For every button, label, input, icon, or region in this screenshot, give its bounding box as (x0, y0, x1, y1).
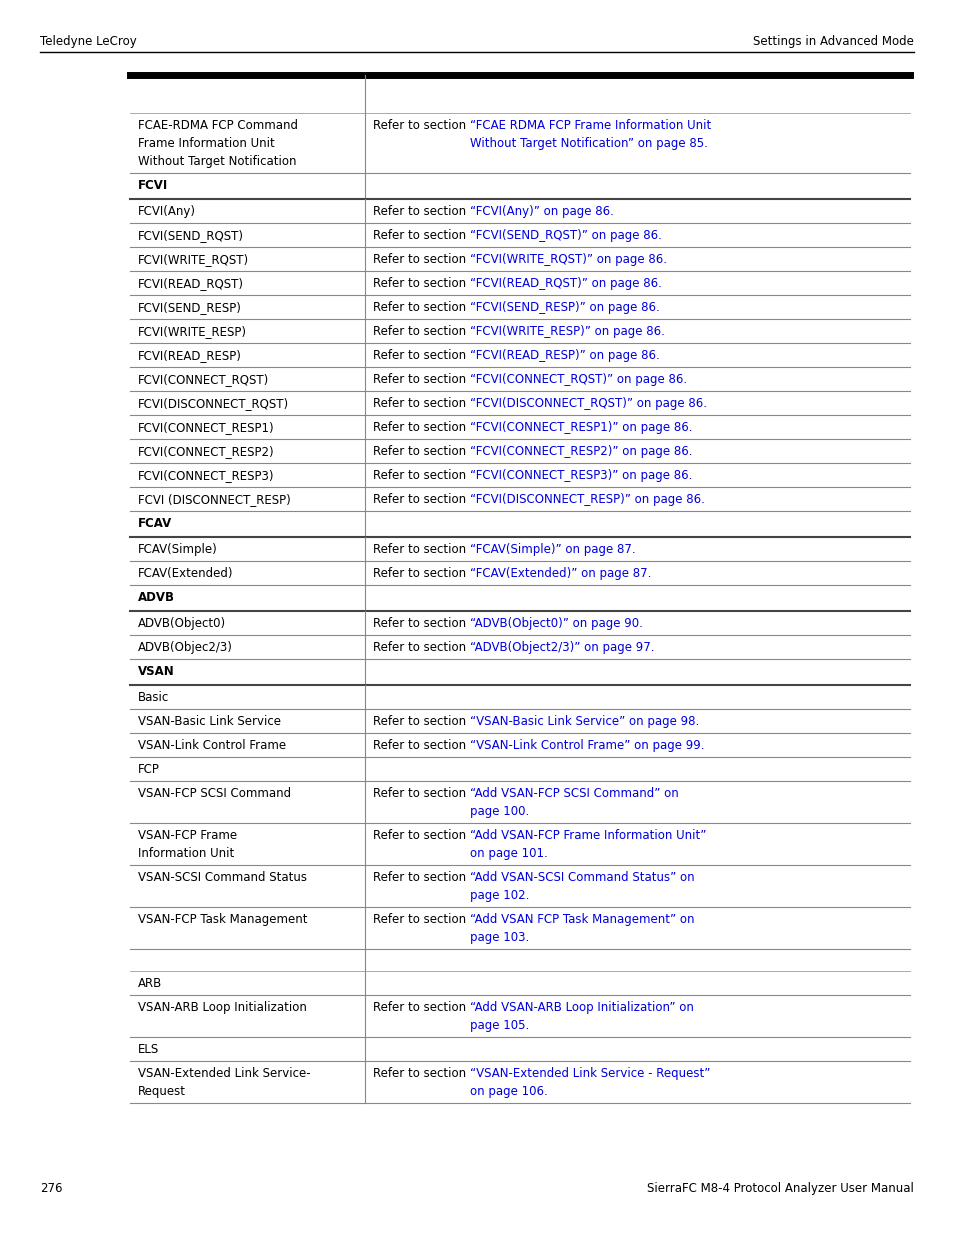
Text: Teledyne LeCroy: Teledyne LeCroy (40, 35, 136, 48)
Text: Settings in Advanced Mode: Settings in Advanced Mode (752, 35, 913, 48)
Text: Refer to section: Refer to section (373, 325, 470, 338)
Text: 276: 276 (40, 1182, 63, 1195)
Text: FCVI(Any): FCVI(Any) (138, 205, 195, 219)
Text: FCAV(Simple): FCAV(Simple) (138, 543, 217, 556)
Text: “FCVI(DISCONNECT_RESP)” on page 86.: “FCVI(DISCONNECT_RESP)” on page 86. (470, 493, 704, 506)
Text: FCVI(READ_RQST): FCVI(READ_RQST) (138, 277, 244, 290)
Text: Refer to section: Refer to section (373, 421, 470, 433)
Text: “FCVI(WRITE_RESP)” on page 86.: “FCVI(WRITE_RESP)” on page 86. (470, 325, 664, 338)
Text: FCVI(SEND_RQST): FCVI(SEND_RQST) (138, 228, 244, 242)
Text: VSAN-Basic Link Service: VSAN-Basic Link Service (138, 715, 281, 727)
Text: “FCVI(DISCONNECT_RQST)” on page 86.: “FCVI(DISCONNECT_RQST)” on page 86. (470, 396, 706, 410)
Text: Refer to section: Refer to section (373, 829, 470, 842)
Text: Refer to section: Refer to section (373, 253, 470, 266)
Text: “ADVB(Object0)” on page 90.: “ADVB(Object0)” on page 90. (470, 618, 642, 630)
Text: Refer to section: Refer to section (373, 445, 470, 458)
Text: FCVI (DISCONNECT_RESP): FCVI (DISCONNECT_RESP) (138, 493, 291, 506)
Text: Refer to section: Refer to section (373, 277, 470, 290)
Text: “FCAV(Extended)” on page 87.: “FCAV(Extended)” on page 87. (470, 567, 651, 580)
Text: FCVI(SEND_RESP): FCVI(SEND_RESP) (138, 301, 242, 314)
Text: Refer to section: Refer to section (373, 469, 470, 482)
Text: FCVI(DISCONNECT_RQST): FCVI(DISCONNECT_RQST) (138, 396, 289, 410)
Text: ARB: ARB (138, 977, 162, 990)
Text: FCVI(CONNECT_RESP2): FCVI(CONNECT_RESP2) (138, 445, 274, 458)
Text: Refer to section: Refer to section (373, 567, 470, 580)
Text: Refer to section: Refer to section (373, 1067, 470, 1079)
Text: “VSAN-Extended Link Service - Request”
on page 106.: “VSAN-Extended Link Service - Request” o… (470, 1067, 709, 1098)
Text: “Add VSAN-SCSI Command Status” on
page 102.: “Add VSAN-SCSI Command Status” on page 1… (470, 871, 694, 902)
Text: ADVB(Object0): ADVB(Object0) (138, 618, 226, 630)
Text: Refer to section: Refer to section (373, 871, 470, 884)
Text: “VSAN-Basic Link Service” on page 98.: “VSAN-Basic Link Service” on page 98. (470, 715, 699, 727)
Text: “ADVB(Object2/3)” on page 97.: “ADVB(Object2/3)” on page 97. (470, 641, 654, 655)
Text: “FCVI(CONNECT_RESP3)” on page 86.: “FCVI(CONNECT_RESP3)” on page 86. (470, 469, 692, 482)
Text: Refer to section: Refer to section (373, 228, 470, 242)
Text: Refer to section: Refer to section (373, 301, 470, 314)
Text: FCVI(CONNECT_RESP3): FCVI(CONNECT_RESP3) (138, 469, 274, 482)
Text: Refer to section: Refer to section (373, 205, 470, 219)
Text: “FCVI(Any)” on page 86.: “FCVI(Any)” on page 86. (470, 205, 613, 219)
Text: ELS: ELS (138, 1044, 159, 1056)
Text: Refer to section: Refer to section (373, 715, 470, 727)
Text: “Add VSAN-FCP SCSI Command” on
page 100.: “Add VSAN-FCP SCSI Command” on page 100. (470, 787, 678, 818)
Text: FCVI(CONNECT_RQST): FCVI(CONNECT_RQST) (138, 373, 269, 387)
Text: Refer to section: Refer to section (373, 1002, 470, 1014)
Text: VSAN-FCP SCSI Command: VSAN-FCP SCSI Command (138, 787, 291, 800)
Text: Refer to section: Refer to section (373, 119, 470, 132)
Text: “FCVI(CONNECT_RESP2)” on page 86.: “FCVI(CONNECT_RESP2)” on page 86. (470, 445, 692, 458)
Text: Refer to section: Refer to section (373, 913, 470, 926)
Text: “FCVI(WRITE_RQST)” on page 86.: “FCVI(WRITE_RQST)” on page 86. (470, 253, 666, 266)
Text: Refer to section: Refer to section (373, 493, 470, 506)
Text: “FCVI(SEND_RQST)” on page 86.: “FCVI(SEND_RQST)” on page 86. (470, 228, 661, 242)
Text: VSAN: VSAN (138, 664, 174, 678)
Text: Refer to section: Refer to section (373, 787, 470, 800)
Text: FCAV(Extended): FCAV(Extended) (138, 567, 233, 580)
Text: FCVI(WRITE_RQST): FCVI(WRITE_RQST) (138, 253, 249, 266)
Text: Refer to section: Refer to section (373, 618, 470, 630)
Text: ADVB: ADVB (138, 592, 174, 604)
Text: Refer to section: Refer to section (373, 373, 470, 387)
Text: FCVI(WRITE_RESP): FCVI(WRITE_RESP) (138, 325, 247, 338)
Text: ADVB(Objec2/3): ADVB(Objec2/3) (138, 641, 233, 655)
Text: “VSAN-Link Control Frame” on page 99.: “VSAN-Link Control Frame” on page 99. (470, 739, 703, 752)
Text: VSAN-Link Control Frame: VSAN-Link Control Frame (138, 739, 286, 752)
Text: FCAV: FCAV (138, 517, 172, 530)
Text: SierraFC M8-4 Protocol Analyzer User Manual: SierraFC M8-4 Protocol Analyzer User Man… (646, 1182, 913, 1195)
Text: “FCVI(CONNECT_RQST)” on page 86.: “FCVI(CONNECT_RQST)” on page 86. (470, 373, 686, 387)
Text: Refer to section: Refer to section (373, 739, 470, 752)
Text: “FCAV(Simple)” on page 87.: “FCAV(Simple)” on page 87. (470, 543, 635, 556)
Text: “FCVI(CONNECT_RESP1)” on page 86.: “FCVI(CONNECT_RESP1)” on page 86. (470, 421, 692, 433)
Text: “FCAE RDMA FCP Frame Information Unit
Without Target Notification” on page 85.: “FCAE RDMA FCP Frame Information Unit Wi… (470, 119, 710, 149)
Text: VSAN-FCP Task Management: VSAN-FCP Task Management (138, 913, 307, 926)
Text: “FCVI(READ_RESP)” on page 86.: “FCVI(READ_RESP)” on page 86. (470, 350, 659, 362)
Text: FCVI: FCVI (138, 179, 168, 191)
Text: Refer to section: Refer to section (373, 543, 470, 556)
Text: FCVI(CONNECT_RESP1): FCVI(CONNECT_RESP1) (138, 421, 274, 433)
Text: FCVI(READ_RESP): FCVI(READ_RESP) (138, 350, 242, 362)
Text: Refer to section: Refer to section (373, 350, 470, 362)
Text: “FCVI(SEND_RESP)” on page 86.: “FCVI(SEND_RESP)” on page 86. (470, 301, 659, 314)
Text: Refer to section: Refer to section (373, 641, 470, 655)
Text: Basic: Basic (138, 692, 169, 704)
Text: “Add VSAN-ARB Loop Initialization” on
page 105.: “Add VSAN-ARB Loop Initialization” on pa… (470, 1002, 693, 1032)
Text: VSAN-ARB Loop Initialization: VSAN-ARB Loop Initialization (138, 1002, 307, 1014)
Text: Refer to section: Refer to section (373, 396, 470, 410)
Text: “Add VSAN FCP Task Management” on
page 103.: “Add VSAN FCP Task Management” on page 1… (470, 913, 694, 944)
Text: FCAE-RDMA FCP Command
Frame Information Unit
Without Target Notification: FCAE-RDMA FCP Command Frame Information … (138, 119, 297, 168)
Text: VSAN-SCSI Command Status: VSAN-SCSI Command Status (138, 871, 307, 884)
Text: VSAN-FCP Frame
Information Unit: VSAN-FCP Frame Information Unit (138, 829, 237, 860)
Text: “FCVI(READ_RQST)” on page 86.: “FCVI(READ_RQST)” on page 86. (470, 277, 661, 290)
Text: FCP: FCP (138, 763, 160, 776)
Text: VSAN-Extended Link Service-
Request: VSAN-Extended Link Service- Request (138, 1067, 311, 1098)
Text: “Add VSAN-FCP Frame Information Unit”
on page 101.: “Add VSAN-FCP Frame Information Unit” on… (470, 829, 705, 860)
